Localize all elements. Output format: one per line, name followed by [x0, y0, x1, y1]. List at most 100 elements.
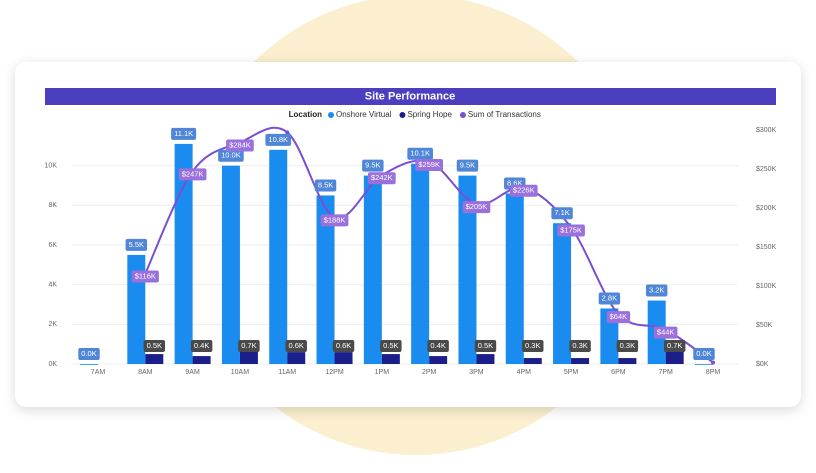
bar [363, 175, 382, 364]
y-tick-label: 0K [48, 361, 57, 368]
data-label-group: 2.8K [598, 292, 621, 305]
y2-tick-label: $300K [756, 127, 777, 134]
data-label-group: 0.0K [693, 348, 715, 360]
bar [665, 350, 684, 364]
bar [316, 195, 335, 364]
data-label: 10.0K [221, 151, 241, 160]
x-tick-label: 2PM [422, 369, 437, 376]
data-label-bg [509, 184, 538, 197]
data-label: 0.6K [336, 341, 351, 350]
data-label-bg [362, 159, 384, 172]
data-label-bg [551, 207, 573, 220]
data-label-bg [407, 147, 433, 160]
data-label-bg [332, 340, 355, 352]
data-label-bg [78, 348, 100, 360]
data-label: $247K [182, 169, 204, 178]
data-label-bg [285, 340, 307, 352]
data-label-group: $44K [653, 326, 678, 339]
data-label: $188K [324, 215, 346, 224]
bar [411, 163, 430, 364]
data-label-group: 10.0K [218, 149, 244, 162]
data-label: $175K [560, 225, 582, 234]
data-label: $226K [513, 186, 535, 195]
data-label: $259K [418, 160, 440, 169]
y2-tick-label: $250K [756, 166, 777, 173]
data-label: 0.6K [289, 341, 304, 350]
y2-tick-label: $50K [756, 322, 773, 329]
data-label: $44K [657, 328, 675, 337]
data-label-bg [265, 133, 292, 146]
bar [523, 358, 542, 364]
bar [618, 358, 637, 364]
x-tick-label: 4PM [517, 369, 532, 376]
data-label-group: $259K [415, 158, 443, 171]
bar [174, 143, 193, 364]
data-label-group: 3.2K [645, 284, 668, 297]
bar [571, 358, 590, 364]
y2-tick-label: $200K [756, 205, 777, 212]
y2-tick-label: $100K [756, 283, 777, 290]
data-label: $64K [610, 312, 628, 321]
data-label-bg [569, 340, 591, 352]
data-label-group: 0.6K [285, 340, 307, 352]
legend-label: Spring Hope [407, 110, 452, 119]
bar [429, 356, 448, 364]
data-label-bg [456, 159, 479, 172]
data-label-bg [226, 139, 254, 152]
bar [145, 354, 164, 364]
data-label-group: $205K [462, 201, 491, 214]
data-label-group: 9.5K [362, 159, 384, 172]
data-label-bg [380, 340, 402, 352]
data-label-bg [171, 127, 197, 140]
data-label-group: 8.5K [314, 179, 337, 192]
title-band [45, 88, 776, 105]
data-label: 10.8K [268, 135, 288, 144]
x-tick-label: 12PM [325, 369, 343, 376]
data-label-bg [314, 179, 337, 192]
data-label: 9.5K [460, 161, 475, 170]
y-tick-label: 4K [48, 282, 57, 289]
data-label-group: 10.1K [407, 147, 433, 160]
data-label-bg [125, 238, 148, 251]
legend-swatch [459, 112, 466, 118]
data-label: 2.8K [602, 293, 617, 302]
chart-title: Site Performance [365, 90, 455, 102]
data-label-bg [143, 340, 166, 352]
data-label: 8.5K [318, 180, 333, 189]
line-point [285, 130, 290, 135]
bar [695, 364, 713, 365]
data-label: 10.1K [410, 149, 430, 158]
data-label: 0.5K [147, 341, 162, 350]
data-label-bg [218, 149, 244, 162]
y-tick-label: 6K [48, 242, 57, 249]
data-label-bg [598, 292, 621, 305]
data-label: 0.7K [667, 341, 682, 350]
data-label: 0.4K [194, 341, 209, 350]
data-label: $116K [135, 272, 156, 281]
data-label-group: 0.0K [78, 348, 100, 360]
data-label-bg [427, 340, 449, 352]
x-tick-label: 6PM [611, 369, 626, 376]
data-label: 0.5K [383, 341, 398, 350]
data-label-group: 0.6K [332, 340, 355, 352]
data-label-group: 10.8K [265, 133, 292, 146]
bar [269, 149, 288, 364]
data-label-group: 0.7K [238, 340, 260, 352]
data-label-bg [190, 340, 213, 352]
data-label-bg [522, 340, 544, 352]
data-label: 0.3K [525, 341, 540, 350]
data-label: $242K [371, 173, 393, 182]
x-tick-label: 11AM [278, 369, 296, 376]
data-label-group: 0.4K [427, 340, 449, 352]
data-label: 8.6K [507, 178, 522, 187]
data-label-group: 0.3K [616, 340, 639, 352]
data-label: 0.4K [430, 341, 445, 350]
data-label-bg [415, 158, 443, 171]
data-label-group: $242K [368, 172, 396, 185]
data-label-bg [557, 224, 585, 237]
x-tick-label: 10AM [231, 369, 249, 376]
data-label-bg [474, 340, 497, 352]
data-label-group: 5.5K [125, 238, 148, 251]
legend-title: Location [289, 110, 322, 119]
bar [334, 352, 353, 364]
